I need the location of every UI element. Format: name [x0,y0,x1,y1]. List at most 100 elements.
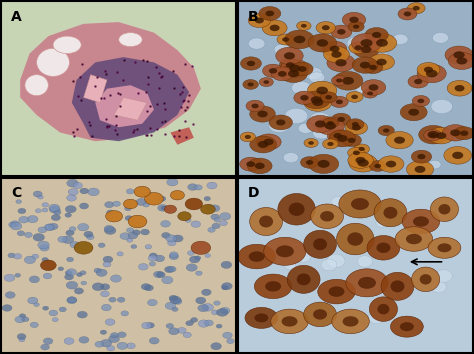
Ellipse shape [13,253,22,259]
Ellipse shape [369,65,377,70]
Ellipse shape [127,228,134,233]
Ellipse shape [67,297,76,303]
Ellipse shape [418,99,424,103]
Ellipse shape [128,215,147,228]
Ellipse shape [148,255,157,261]
Ellipse shape [259,216,273,228]
Ellipse shape [460,131,468,136]
Ellipse shape [17,333,26,339]
Ellipse shape [186,321,193,326]
Ellipse shape [419,274,432,285]
Ellipse shape [374,199,407,227]
Ellipse shape [431,281,447,293]
Ellipse shape [372,32,381,38]
Ellipse shape [331,113,351,126]
Ellipse shape [327,129,348,142]
Ellipse shape [109,297,116,302]
Ellipse shape [42,202,49,207]
Ellipse shape [170,296,181,304]
Ellipse shape [98,243,105,247]
Ellipse shape [126,189,134,194]
Ellipse shape [349,154,377,172]
Ellipse shape [191,221,201,227]
Ellipse shape [357,159,369,167]
Ellipse shape [408,75,428,88]
Ellipse shape [311,96,322,103]
Ellipse shape [323,139,338,149]
Ellipse shape [145,285,154,291]
Ellipse shape [312,99,323,106]
Ellipse shape [188,184,198,190]
Ellipse shape [343,316,358,327]
Ellipse shape [346,91,363,102]
Ellipse shape [259,6,281,21]
Ellipse shape [49,310,58,316]
Ellipse shape [86,234,94,240]
Ellipse shape [41,344,49,350]
Ellipse shape [44,224,55,231]
Ellipse shape [376,52,389,61]
Ellipse shape [378,125,394,136]
Polygon shape [238,1,473,176]
Ellipse shape [216,324,222,328]
Ellipse shape [347,36,368,51]
Ellipse shape [201,289,211,296]
Ellipse shape [313,238,327,250]
Ellipse shape [356,157,365,164]
Ellipse shape [369,297,398,321]
Ellipse shape [336,99,343,104]
Ellipse shape [316,22,336,34]
Ellipse shape [65,271,72,275]
Ellipse shape [208,227,215,232]
Ellipse shape [330,46,339,52]
Ellipse shape [95,341,104,347]
Ellipse shape [278,194,315,225]
Ellipse shape [49,206,60,213]
Ellipse shape [177,327,186,333]
Ellipse shape [240,157,262,171]
Ellipse shape [65,206,76,213]
Ellipse shape [280,65,308,82]
Ellipse shape [354,144,370,154]
Ellipse shape [262,20,287,36]
Ellipse shape [320,211,334,222]
Ellipse shape [67,257,73,262]
Ellipse shape [454,127,474,140]
Ellipse shape [223,332,232,338]
Ellipse shape [123,199,137,209]
Ellipse shape [265,281,281,292]
Ellipse shape [315,120,326,127]
Ellipse shape [217,308,228,316]
Polygon shape [114,97,147,120]
Ellipse shape [347,232,363,246]
Ellipse shape [162,276,173,284]
Ellipse shape [320,92,337,103]
Ellipse shape [104,227,116,234]
Ellipse shape [42,257,48,262]
Ellipse shape [34,303,39,307]
Ellipse shape [212,223,220,229]
Ellipse shape [435,270,452,282]
Ellipse shape [109,335,119,343]
Ellipse shape [67,195,76,201]
Ellipse shape [352,125,361,131]
Ellipse shape [211,343,221,350]
Ellipse shape [65,213,72,217]
Ellipse shape [146,322,155,328]
Ellipse shape [149,337,159,344]
Ellipse shape [136,198,146,205]
Ellipse shape [204,196,210,201]
Ellipse shape [206,205,213,210]
Ellipse shape [4,274,15,281]
Ellipse shape [381,272,414,300]
Ellipse shape [67,179,78,187]
Ellipse shape [269,118,290,133]
Ellipse shape [355,45,362,50]
Ellipse shape [120,233,130,240]
Ellipse shape [149,253,157,258]
Ellipse shape [246,161,255,167]
Ellipse shape [331,75,347,86]
Ellipse shape [168,240,176,246]
Ellipse shape [52,318,58,322]
Ellipse shape [376,59,387,65]
